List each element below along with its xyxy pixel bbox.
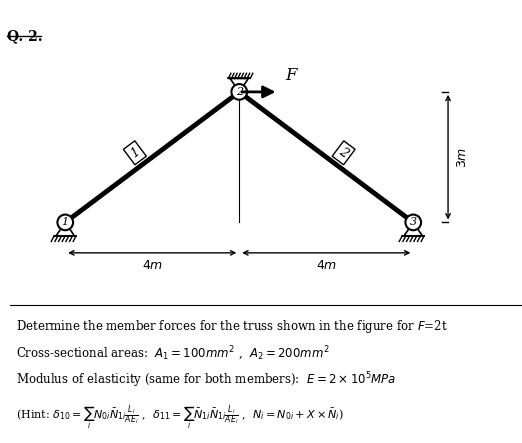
- Text: 1: 1: [62, 218, 69, 227]
- Polygon shape: [404, 222, 422, 236]
- Text: Q. 2.: Q. 2.: [6, 29, 42, 43]
- Text: (Hint: $\delta_{10} =\sum_i N_{0i}\bar{N}_{1i} \frac{L_i}{AE_i}$ ,  $\delta_{11}: (Hint: $\delta_{10} =\sum_i N_{0i}\bar{N…: [16, 403, 343, 432]
- Text: F: F: [285, 67, 296, 84]
- Polygon shape: [230, 78, 248, 92]
- Text: Cross-sectional areas:  $A_1 =100mm^2$ ,  $A_2 = 200mm^2$: Cross-sectional areas: $A_1 =100mm^2$ , …: [16, 345, 329, 363]
- Polygon shape: [56, 222, 75, 236]
- Text: 3: 3: [410, 218, 417, 227]
- Circle shape: [57, 214, 73, 230]
- Text: Determine the member forces for the truss shown in the figure for $F$=2t: Determine the member forces for the trus…: [16, 318, 447, 335]
- Text: 2: 2: [236, 87, 243, 97]
- Text: $4m$: $4m$: [141, 259, 163, 272]
- Circle shape: [231, 84, 247, 100]
- Text: 1: 1: [128, 145, 142, 160]
- Text: $4m$: $4m$: [316, 259, 337, 272]
- Text: 2: 2: [337, 145, 351, 160]
- Text: Modulus of elasticity (same for both members):  $E = 2\times10^5 MPa$: Modulus of elasticity (same for both mem…: [16, 371, 396, 390]
- Text: $3m$: $3m$: [456, 147, 469, 167]
- Circle shape: [406, 214, 421, 230]
